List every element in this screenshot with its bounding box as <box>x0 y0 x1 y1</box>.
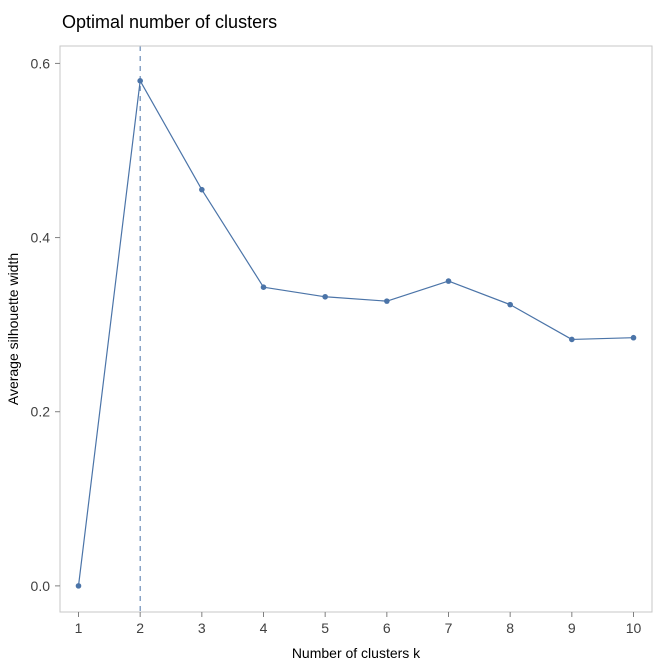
x-axis-label: Number of clusters k <box>292 645 421 661</box>
data-point <box>507 302 513 308</box>
silhouette-chart: 1 2 3 4 5 6 7 8 9 10 0.0 0.2 0.4 0.6 Optimal number of… <box>0 0 672 672</box>
x-tick-label: 10 <box>626 620 642 636</box>
x-tick-label: 1 <box>75 620 83 636</box>
x-tick-label: 8 <box>506 620 514 636</box>
y-axis-label: Average silhouette width <box>5 253 21 405</box>
x-tick-label: 2 <box>136 620 144 636</box>
chart-svg: 1 2 3 4 5 6 7 8 9 10 0.0 0.2 0.4 0.6 Optimal number of… <box>0 0 672 672</box>
y-tick-label: 0.2 <box>31 404 51 420</box>
y-tick-label: 0.6 <box>31 55 51 71</box>
x-tick-label: 9 <box>568 620 576 636</box>
data-point <box>446 278 452 284</box>
data-point <box>322 294 328 300</box>
data-point <box>199 187 205 193</box>
data-point <box>569 337 575 343</box>
y-tick-label: 0.0 <box>31 578 51 594</box>
x-tick-label: 6 <box>383 620 391 636</box>
y-tick-label: 0.4 <box>31 230 51 246</box>
x-tick-label: 7 <box>445 620 453 636</box>
chart-title: Optimal number of clusters <box>62 12 277 32</box>
x-tick-label: 5 <box>321 620 329 636</box>
data-point <box>261 284 267 290</box>
data-point <box>76 583 82 589</box>
x-tick-label: 3 <box>198 620 206 636</box>
data-point <box>631 335 637 341</box>
data-point <box>384 298 390 304</box>
plot-panel-bg <box>60 46 652 612</box>
data-point <box>137 78 143 84</box>
x-tick-label: 4 <box>260 620 268 636</box>
